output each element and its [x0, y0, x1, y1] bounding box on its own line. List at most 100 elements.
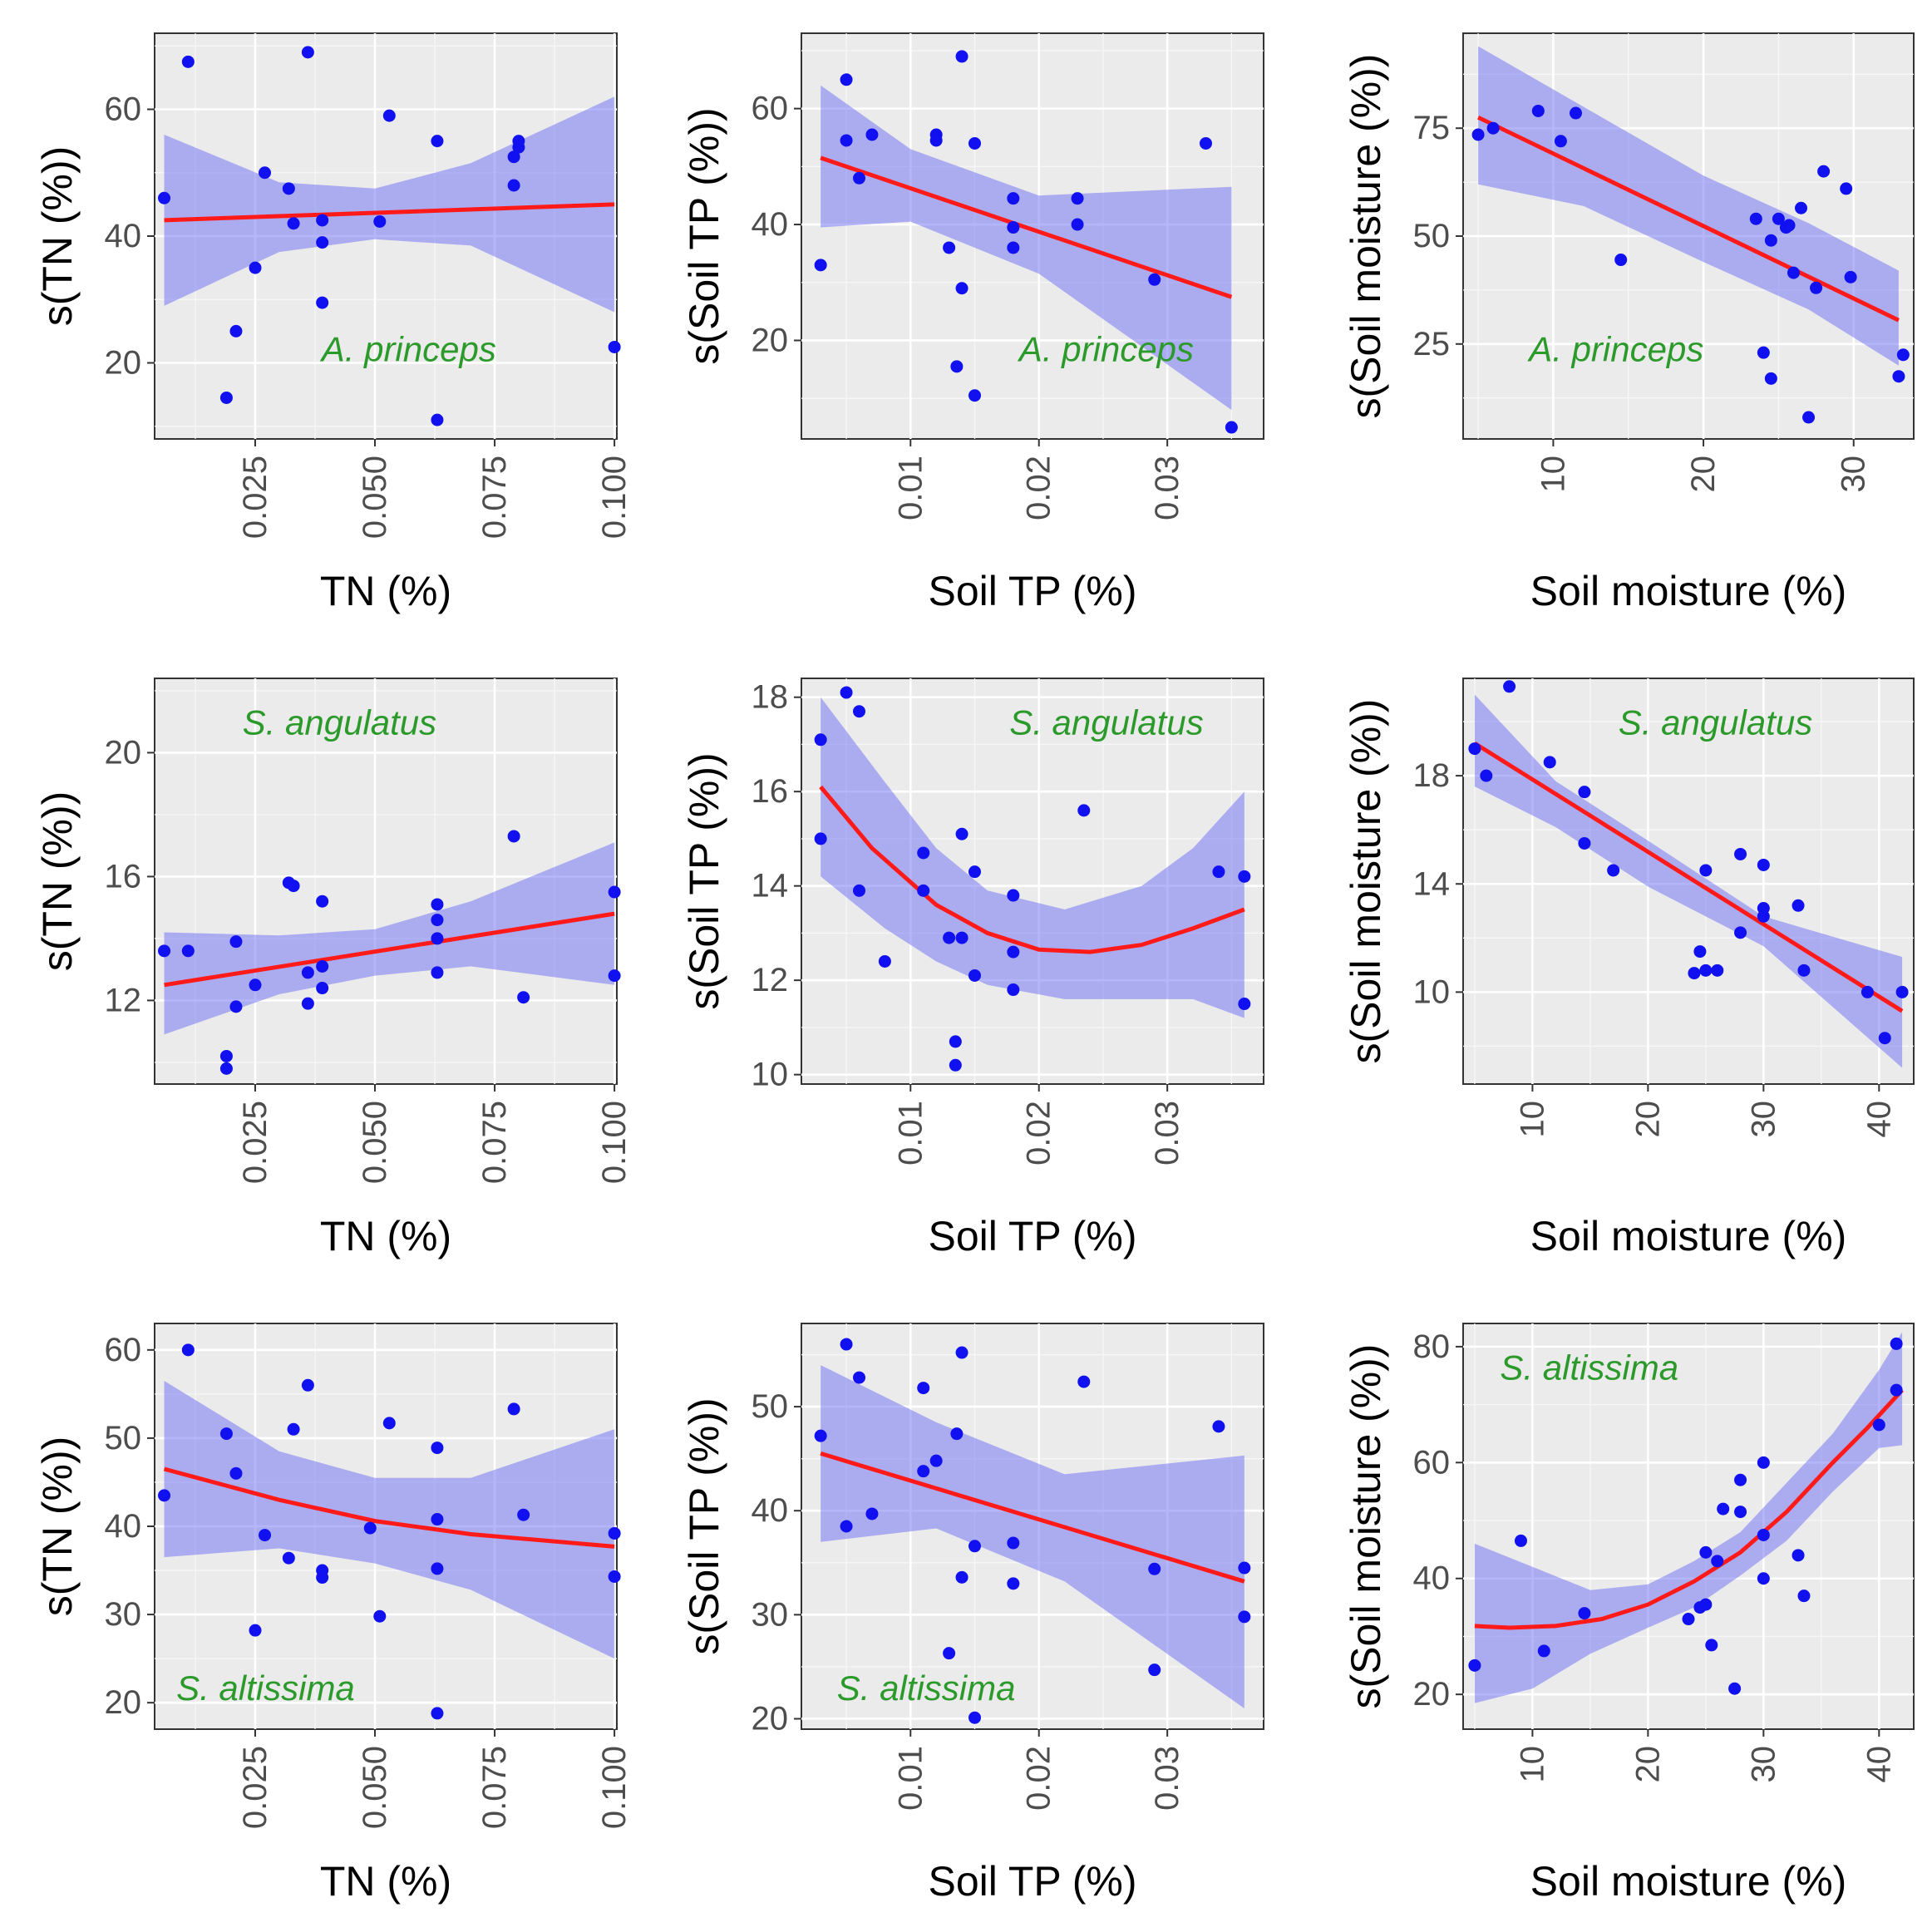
data-point — [316, 296, 329, 309]
y-tick-label: 30 — [752, 1596, 789, 1633]
y-axis-title: s(TN (%)) — [34, 1437, 81, 1617]
data-point — [608, 885, 621, 899]
y-tick-label: 20 — [105, 345, 142, 382]
x-axis: 0.025 0.050 0.075 0.100 TN (%) — [237, 439, 633, 614]
y-tick-label: 40 — [752, 206, 789, 243]
x-tick-label: 0.075 — [476, 1101, 513, 1184]
data-point — [1757, 1528, 1770, 1541]
x-axis-title: Soil TP (%) — [928, 1213, 1136, 1259]
data-point — [968, 136, 981, 150]
y-tick-label: 60 — [105, 91, 142, 128]
data-point — [158, 191, 171, 205]
data-point — [1764, 234, 1777, 247]
data-point — [608, 969, 621, 983]
x-axis: 10 20 30 40 Soil moisture (%) — [1514, 1084, 1897, 1259]
data-point — [955, 50, 968, 63]
data-point — [1200, 136, 1212, 150]
data-point — [316, 895, 329, 908]
species-label: A. princeps — [1017, 330, 1194, 369]
panel-1: A. princeps 0.025 0.050 0.075 0.100 TN (%) 20 4… — [34, 32, 633, 614]
species-label: S. altissima — [176, 1668, 355, 1708]
x-tick-label: 0.075 — [476, 456, 513, 539]
x-axis-title: TN (%) — [320, 1213, 451, 1259]
species-label: S. altissima — [1500, 1348, 1678, 1387]
data-point — [1699, 864, 1713, 877]
data-point — [1734, 1506, 1747, 1519]
data-point — [968, 968, 981, 982]
data-point — [431, 1562, 444, 1575]
data-point — [917, 1382, 930, 1395]
y-axis-title: s(TN (%)) — [34, 146, 81, 327]
data-point — [968, 1540, 981, 1553]
y-tick-label: 60 — [105, 1332, 142, 1368]
data-point — [219, 1062, 233, 1075]
y-tick-label: 25 — [1413, 326, 1451, 362]
fit-line — [820, 155, 1233, 299]
data-points — [814, 1338, 1251, 1724]
data-point — [259, 1529, 272, 1542]
data-point — [1861, 985, 1874, 998]
y-axis-title: s(Soil moisture (%)) — [1343, 1344, 1389, 1709]
data-point — [950, 360, 964, 373]
species-label: A. princeps — [319, 330, 496, 369]
confidence-band — [164, 842, 615, 1035]
data-point — [316, 982, 329, 995]
x-tick-label: 0.02 — [1021, 1101, 1057, 1166]
y-tick-label: 50 — [105, 1420, 142, 1456]
data-point — [1614, 254, 1628, 267]
species-label: S. angulatus — [1009, 703, 1204, 742]
fit-line — [163, 1466, 615, 1549]
y-tick-label: 60 — [1413, 1444, 1451, 1481]
data-point — [917, 884, 930, 897]
data-point — [1890, 1383, 1903, 1397]
data-point — [840, 1338, 853, 1351]
species-label: S. angulatus — [1619, 703, 1813, 742]
data-points — [158, 46, 621, 426]
panel-2: A. princeps 0.01 0.02 0.03 Soil TP (%) 20 40 60… — [681, 32, 1264, 614]
data-point — [1007, 1577, 1020, 1590]
data-point — [363, 1521, 377, 1535]
data-point — [259, 166, 272, 180]
data-points — [158, 830, 621, 1075]
data-point — [840, 686, 853, 699]
data-point — [1007, 221, 1020, 234]
y-tick-label: 40 — [105, 1508, 142, 1545]
data-point — [249, 1624, 262, 1637]
data-point — [431, 1707, 444, 1720]
x-tick-label: 30 — [1745, 1101, 1782, 1138]
y-axis-title: s(Soil moisture (%)) — [1343, 699, 1389, 1064]
y-tick-label: 75 — [1413, 110, 1451, 146]
x-tick-label: 0.01 — [892, 456, 929, 520]
data-point — [1468, 742, 1481, 756]
data-point — [1895, 985, 1909, 998]
data-point — [1699, 964, 1713, 977]
data-point — [1699, 1598, 1713, 1611]
data-point — [1554, 135, 1567, 148]
data-point — [1749, 212, 1762, 225]
data-point — [1705, 1639, 1718, 1652]
x-tick-label: 0.03 — [1149, 456, 1185, 520]
data-point — [1238, 870, 1251, 883]
data-point — [943, 1647, 956, 1660]
confidence-band — [821, 697, 1244, 1018]
x-axis: 0.01 0.02 0.03 Soil TP (%) — [892, 439, 1185, 614]
y-tick-label: 60 — [752, 91, 789, 127]
y-tick-label: 10 — [1413, 973, 1451, 1010]
data-point — [512, 135, 525, 148]
data-point — [517, 991, 530, 1004]
data-point — [1570, 106, 1582, 120]
x-tick-label: 0.02 — [1021, 456, 1057, 520]
data-point — [1682, 1613, 1695, 1626]
data-point — [1148, 273, 1161, 286]
data-point — [373, 1609, 387, 1623]
y-tick-label: 16 — [752, 773, 789, 810]
y-tick-label: 20 — [752, 322, 789, 358]
data-point — [158, 1489, 171, 1502]
data-point — [382, 1417, 396, 1430]
data-point — [282, 182, 295, 195]
x-axis-title: TN (%) — [320, 1858, 451, 1905]
y-tick-label: 20 — [105, 1684, 142, 1721]
